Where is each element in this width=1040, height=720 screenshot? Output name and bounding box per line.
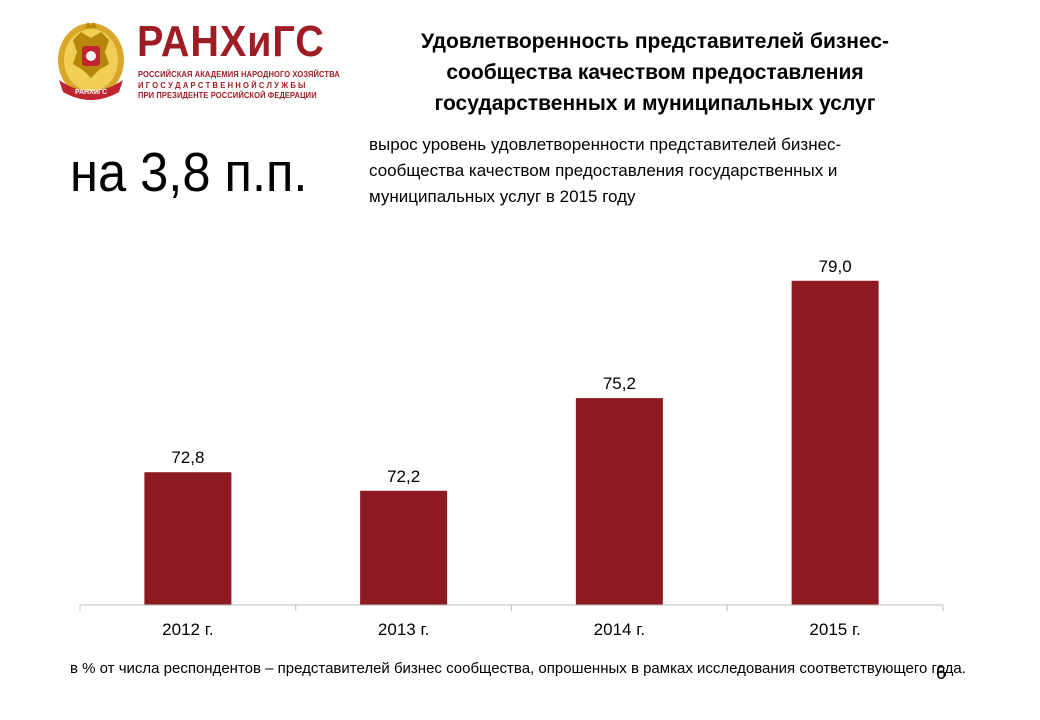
logo-subtitle-line: РОССИЙСКАЯ АКАДЕМИЯ НАРОДНОГО ХОЗЯЙСТВА — [138, 69, 340, 79]
coat-of-arms-emblem-icon: РАНХиГС — [58, 22, 124, 100]
bar — [575, 398, 663, 605]
logo-subtitle-line: ПРИ ПРЕЗИДЕНТЕ РОССИЙСКОЙ ФЕДЕРАЦИИ — [138, 90, 317, 100]
bar-value-label: 72,2 — [387, 467, 420, 486]
x-tick-label: 2014 г. — [594, 620, 645, 639]
emblem-ribbon-text: РАНХиГС — [75, 89, 107, 96]
bar — [144, 472, 232, 605]
page-number: 6 — [936, 663, 947, 683]
bar — [791, 280, 879, 605]
slide-title: Удовлетворенность представителей бизнес-… — [420, 30, 890, 115]
x-tick-label: 2013 г. — [378, 620, 429, 639]
headline-description: вырос уровень удовлетворенности представ… — [369, 135, 842, 206]
bar — [360, 490, 448, 605]
bar-value-label: 75,2 — [603, 374, 636, 393]
x-tick-label: 2012 г. — [162, 620, 213, 639]
headline-figure: на 3,8 п.п. — [70, 141, 308, 203]
logo-wordmark: РАНХиГС — [137, 17, 325, 66]
x-tick-label: 2015 г. — [809, 620, 860, 639]
logo-subtitle: РОССИЙСКАЯ АКАДЕМИЯ НАРОДНОГО ХОЗЯЙСТВА … — [138, 69, 388, 101]
bar-value-label: 72,8 — [171, 448, 204, 467]
ranepa-logo: РАНХиГС РАНХиГС РОССИЙСКАЯ АКАДЕМИЯ НАРО… — [55, 17, 340, 108]
logo-subtitle-line: И Г О С У Д А Р С Т В Е Н Н О Й С Л У Ж … — [138, 79, 306, 90]
chart-footnote: в % от числа респондентов – представител… — [70, 660, 966, 677]
bar-value-label: 79,0 — [819, 257, 852, 276]
